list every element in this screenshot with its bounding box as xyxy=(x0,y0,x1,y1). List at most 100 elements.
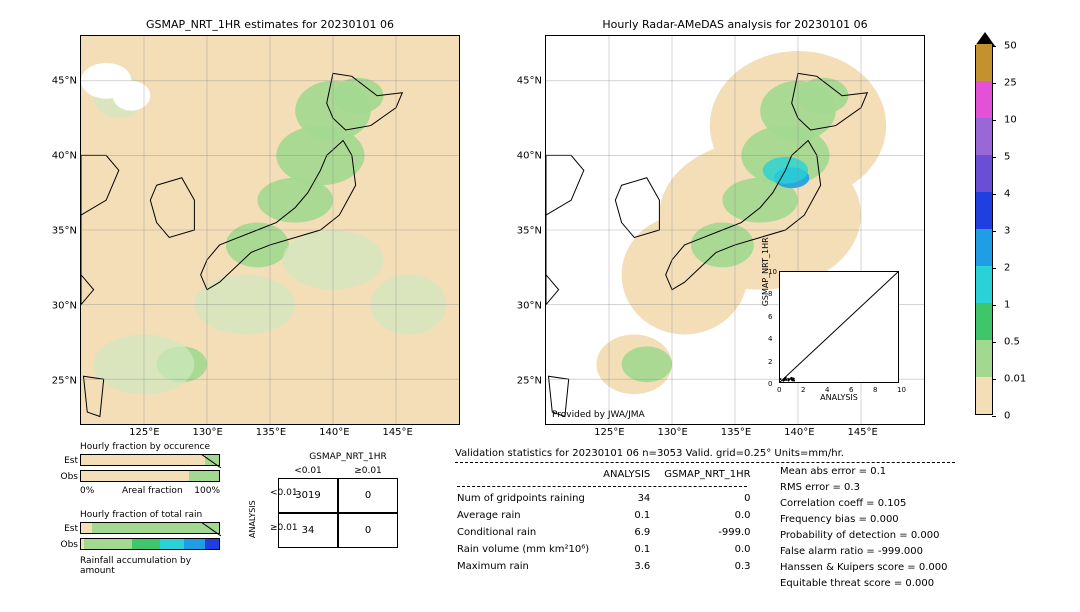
axis-left: 0% xyxy=(80,486,94,496)
matrix-row-axis-label: ANALYSIS xyxy=(248,500,257,538)
axis-mid: Areal fraction xyxy=(122,486,183,496)
colorbar-tick-label: 50 xyxy=(1004,41,1017,52)
bar-segment xyxy=(184,539,205,549)
inset-xlabel: ANALYSIS xyxy=(820,393,858,402)
stats-right-line: Equitable threat score = 0.000 xyxy=(780,576,947,592)
stats-cell: 3.6 xyxy=(603,559,662,574)
inset-svg xyxy=(780,272,898,382)
bar-row: Obs xyxy=(80,538,220,550)
stats-cell: 34 xyxy=(603,491,662,506)
stats-header: Validation statistics for 20230101 06 n=… xyxy=(455,448,955,459)
inset-ytick: 10 xyxy=(768,268,777,276)
ytick: 30°N xyxy=(52,301,81,312)
colorbar-tick-label: 25 xyxy=(1004,78,1017,89)
xtick: 130°E xyxy=(657,424,687,438)
stats-right-line: Correlation coeff = 0.105 xyxy=(780,496,947,512)
map-left-title: GSMAP_NRT_1HR estimates for 20230101 06 xyxy=(81,18,459,31)
bar-segment xyxy=(160,539,185,549)
ytick: 35°N xyxy=(52,226,81,237)
stats-cell: -999.0 xyxy=(664,525,762,540)
xtick: 140°E xyxy=(319,424,349,438)
colorbar-tick-label: 2 xyxy=(1004,263,1010,274)
bar-segment xyxy=(132,539,160,549)
ytick: 45°N xyxy=(52,76,81,87)
colorbar-tick-label: 1 xyxy=(1004,300,1010,311)
inset-xtick: 0 xyxy=(777,386,781,394)
xtick: 145°E xyxy=(847,424,877,438)
bar-caption: Rainfall accumulation by amount xyxy=(80,556,220,576)
colorbar-tick-label: 10 xyxy=(1004,115,1017,126)
ytick: 30°N xyxy=(517,301,546,312)
colorbar-tick-label: 3 xyxy=(1004,226,1010,237)
stats-cell: 0.1 xyxy=(603,542,662,557)
colorbar-segment xyxy=(976,44,992,81)
bar-row-label: Obs xyxy=(61,471,82,483)
bar-row: Est xyxy=(80,454,220,466)
colorbar-tick-label: 0 xyxy=(1004,411,1010,422)
xtick: 135°E xyxy=(256,424,286,438)
map-right-panel: Hourly Radar-AMeDAS analysis for 2023010… xyxy=(545,35,925,425)
matrix-row-label: ≥0.01 xyxy=(270,523,298,533)
bar-segment xyxy=(81,471,189,481)
inset-xtick: 4 xyxy=(825,386,829,394)
colorbar-segment xyxy=(976,155,992,192)
colorbar-tick-label: 5 xyxy=(1004,152,1010,163)
stats-right-line: Mean abs error = 0.1 xyxy=(780,464,947,480)
xtick: 130°E xyxy=(192,424,222,438)
colorbar: 00.010.512345102550 xyxy=(975,45,993,415)
stats-right-line: Probability of detection = 0.000 xyxy=(780,528,947,544)
occ-title: Hourly fraction by occurence xyxy=(80,442,210,452)
stats-cell: 0.1 xyxy=(603,508,662,523)
stats-cell: 0 xyxy=(664,491,762,506)
colorbar-segment xyxy=(976,192,992,229)
stats-col-header: GSMAP_NRT_1HR xyxy=(664,467,762,482)
inset-xtick: 10 xyxy=(897,386,906,394)
stats-table: ANALYSISGSMAP_NRT_1HRNum of gridpoints r… xyxy=(455,465,765,576)
stats-cell: 6.9 xyxy=(603,525,662,540)
bar-row-label: Est xyxy=(64,455,81,467)
colorbar-tick-label: 4 xyxy=(1004,189,1010,200)
bar-segment xyxy=(84,539,132,549)
stats-col-header xyxy=(457,467,601,482)
bar-row-label: Obs xyxy=(61,539,82,551)
inset-ytick: 4 xyxy=(768,335,772,343)
stats-cell: Num of gridpoints raining xyxy=(457,491,601,506)
stats-right: Mean abs error = 0.1RMS error = 0.3Corre… xyxy=(780,464,947,592)
stats-cell: Rain volume (mm km²10⁶) xyxy=(457,542,601,557)
matrix-cell: 0 xyxy=(338,513,398,548)
bar-segment xyxy=(81,455,205,465)
stats-cell: Average rain xyxy=(457,508,601,523)
bar-row-label: Est xyxy=(64,523,81,535)
xtick: 125°E xyxy=(129,424,159,438)
stats-right-line: Hanssen & Kuipers score = 0.000 xyxy=(780,560,947,576)
stats-right-line: False alarm ratio = -999.000 xyxy=(780,544,947,560)
inset-ytick: 8 xyxy=(768,290,772,298)
bar-segment xyxy=(92,523,219,533)
inset-xtick: 6 xyxy=(849,386,853,394)
inset-xtick: 8 xyxy=(873,386,877,394)
matrix-col-label: <0.01 xyxy=(278,466,338,476)
matrix-cell: 0 xyxy=(338,478,398,513)
stats-cell: 0.3 xyxy=(664,559,762,574)
inset-ytick: 0 xyxy=(768,380,772,388)
bar-segment xyxy=(189,471,219,481)
stats-right-line: RMS error = 0.3 xyxy=(780,480,947,496)
inset-ytick: 6 xyxy=(768,313,772,321)
inset-ytick: 2 xyxy=(768,358,772,366)
stats-right-line: Frequency bias = 0.000 xyxy=(780,512,947,528)
stats-cell: 0.0 xyxy=(664,542,762,557)
matrix-title: GSMAP_NRT_1HR xyxy=(288,452,408,462)
bar-segment xyxy=(205,539,219,549)
colorbar-tick-label: 0.01 xyxy=(1004,374,1026,385)
map-left-panel: GSMAP_NRT_1HR estimates for 20230101 06 … xyxy=(80,35,460,425)
ytick: 25°N xyxy=(517,376,546,387)
provided-by-label: Provided by JWA/JMA xyxy=(552,410,645,420)
axis-right: 100% xyxy=(194,486,220,496)
ytick: 40°N xyxy=(517,151,546,162)
matrix-col-label: ≥0.01 xyxy=(338,466,398,476)
ytick: 45°N xyxy=(517,76,546,87)
tot-title: Hourly fraction of total rain xyxy=(80,510,202,520)
xtick: 125°E xyxy=(594,424,624,438)
matrix-row-label: <0.01 xyxy=(270,488,298,498)
map-left-svg xyxy=(81,36,459,424)
